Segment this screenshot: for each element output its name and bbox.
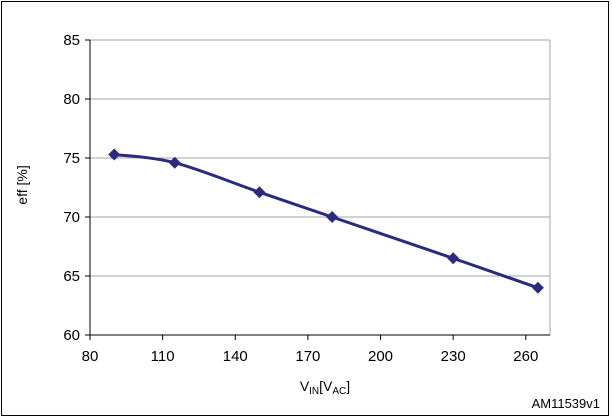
x-tick-label: 200 [368, 348, 393, 365]
x-tick-label: 230 [441, 348, 466, 365]
figure-id: AM11539v1 [531, 396, 600, 411]
y-tick-label: 60 [63, 327, 80, 344]
plot-area-border [89, 39, 551, 336]
data-point-marker [531, 281, 544, 294]
data-point-marker [253, 186, 266, 199]
y-tick-label: 65 [63, 268, 80, 285]
x-axis-title-unit-open: [V [319, 378, 333, 394]
x-axis-title-main: V [300, 378, 310, 394]
series-line [114, 152, 539, 290]
x-tick-label: 170 [295, 348, 320, 365]
x-axis-title-unit-sub: AC [332, 386, 346, 397]
y-axis-title: eff [%] [14, 165, 30, 204]
y-tick-label: 70 [63, 209, 80, 226]
x-axis-title-unit-close: ] [346, 378, 350, 394]
data-point-marker [108, 148, 121, 161]
data-point-marker [447, 252, 460, 265]
tick-labels: 60 65 70 75 80 85 80 110 140 170 200 230 260 [63, 32, 538, 365]
data-point-marker [326, 211, 339, 223]
x-axis-title-main-sub: IN [309, 386, 319, 397]
x-tick-label: 260 [513, 348, 538, 365]
y-tick-label: 75 [63, 150, 80, 167]
x-tick-label: 140 [223, 348, 248, 365]
x-tick-label: 110 [151, 348, 175, 365]
x-axis-title: VIN[VAC] [300, 378, 350, 397]
series-layer [108, 148, 544, 294]
y-tick-label: 85 [63, 32, 80, 49]
axis-layer [85, 39, 550, 340]
x-tick-label: 80 [82, 348, 99, 365]
data-point-marker [168, 156, 181, 169]
y-tick-label: 80 [63, 91, 80, 108]
